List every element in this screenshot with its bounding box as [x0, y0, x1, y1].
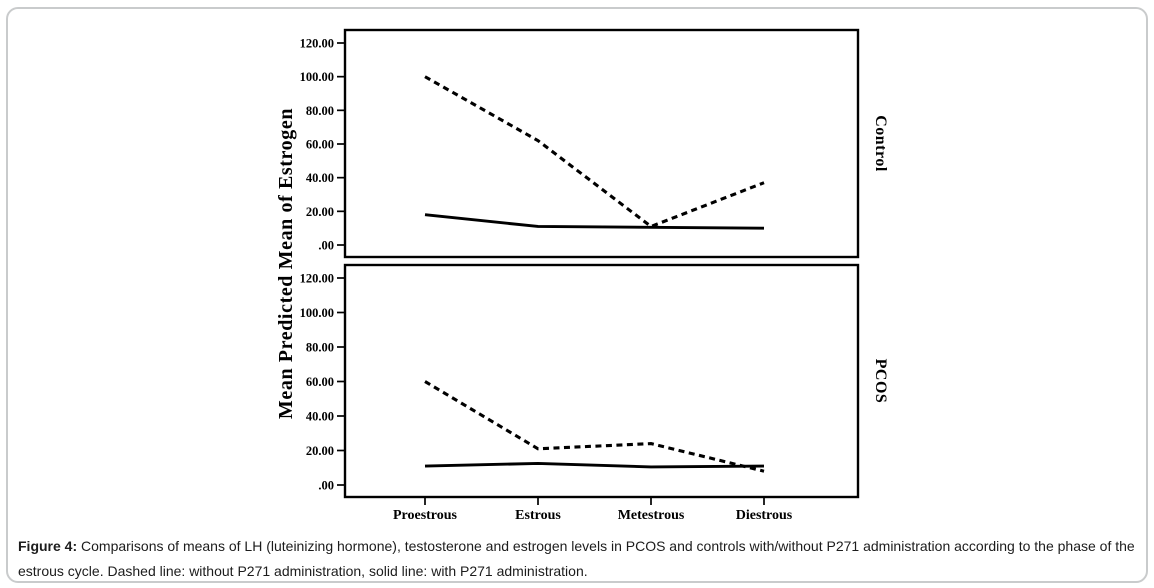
y-tick-label: 80.00 — [306, 341, 334, 355]
series-solid-control — [424, 213, 765, 230]
y-tick-label: 60.00 — [306, 138, 334, 152]
y-tick-label: 80.00 — [306, 104, 334, 118]
y-tick-label: 60.00 — [306, 375, 334, 389]
panel-plot-area-control — [343, 28, 860, 259]
y-axis-title: Mean Predicted Mean of Estrogen — [275, 108, 297, 419]
x-category-label: Proestrous — [393, 508, 458, 523]
estrogen-line-chart: .00 20.00 40.00 60.00 80.00 100.00 120.00 Contr… — [275, 28, 889, 523]
y-tick-label: 100.00 — [300, 70, 334, 84]
y-tick-label: 40.00 — [306, 410, 334, 424]
series-dashed-control — [424, 75, 765, 229]
figure-caption: Figure 4: Comparisons of means of LH (lu… — [18, 534, 1138, 584]
x-category-label: Diestrous — [736, 508, 793, 523]
y-tick-label: 40.00 — [306, 171, 334, 185]
panel-label-pcos: PCOS — [872, 359, 889, 404]
y-tick-label: 120.00 — [300, 272, 334, 286]
y-tick-label: 20.00 — [306, 444, 334, 458]
series-solid-pcos — [424, 461, 765, 469]
series-dashed-pcos — [424, 380, 765, 473]
panel-label-control: Control — [872, 115, 889, 172]
x-category-label: Metestrous — [618, 508, 685, 523]
figure-caption-text: Comparisons of means of LH (luteinizing … — [18, 538, 1135, 579]
panel-plot-area-pcos — [343, 263, 860, 499]
x-category-label: Estrous — [515, 508, 561, 523]
y-tick-label: 20.00 — [306, 205, 334, 219]
figure-caption-label: Figure 4: — [18, 538, 78, 554]
y-tick-label: .00 — [318, 479, 334, 493]
y-tick-label: 100.00 — [300, 306, 334, 320]
y-tick-label: .00 — [318, 239, 334, 253]
y-tick-label: 120.00 — [300, 37, 334, 51]
